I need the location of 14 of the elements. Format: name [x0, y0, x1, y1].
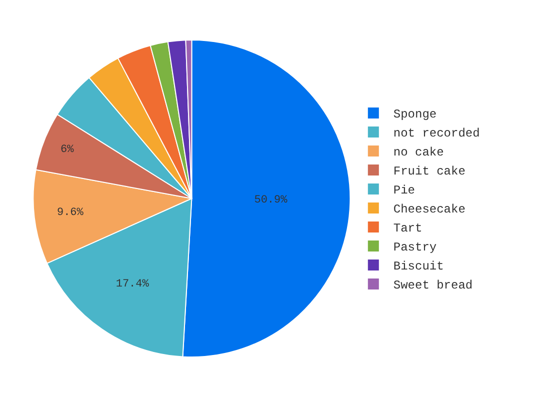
legend-label: Pastry: [393, 240, 437, 255]
legend-label: Sweet bread: [393, 278, 473, 293]
data-label: 50.9%: [254, 194, 288, 207]
data-label: 9.6%: [56, 207, 84, 220]
legend-label: Fruit cake: [393, 164, 466, 179]
legend-label: no cake: [393, 146, 444, 160]
legend-label: Pie: [393, 184, 416, 198]
legend-label: Cheesecake: [393, 202, 466, 217]
data-label: 17.4%: [116, 278, 150, 290]
legend-label: Tart: [393, 222, 422, 236]
legend-label: Biscuit: [393, 260, 444, 274]
legend-label: not recorded: [393, 126, 480, 141]
data-label: 6%: [60, 144, 74, 156]
legend-label: Sponge: [393, 108, 437, 122]
